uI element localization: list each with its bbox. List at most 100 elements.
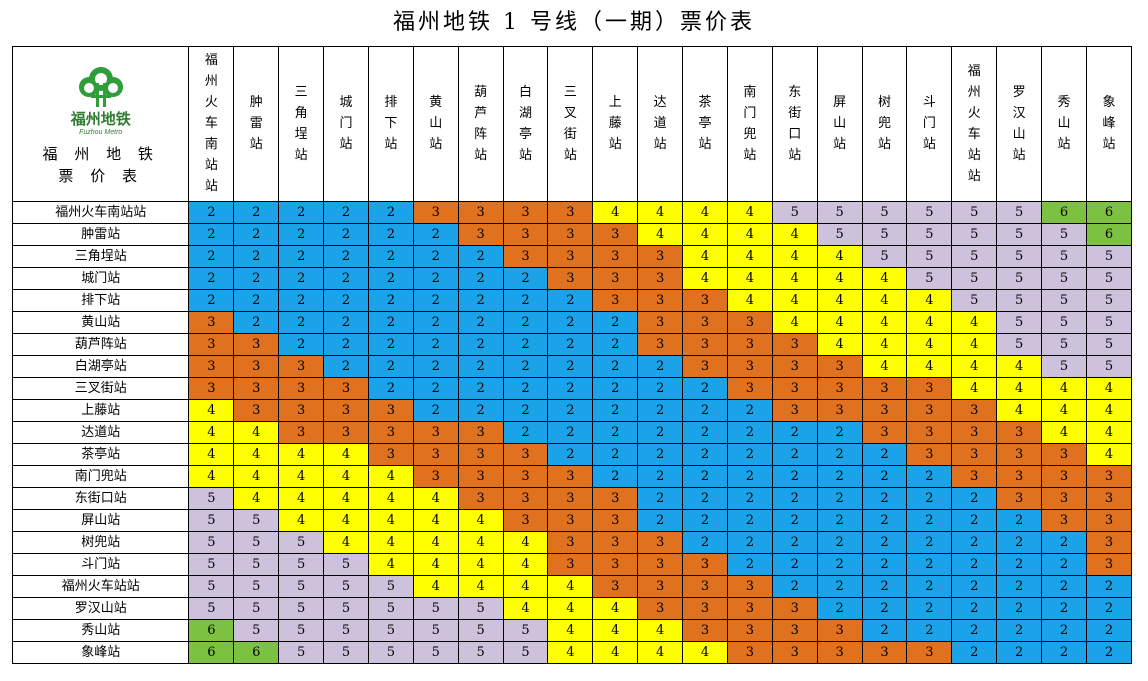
column-header-label: 秀山站 [1057,95,1071,152]
column-header: 秀山站 [1041,46,1087,202]
fare-cell: 3 [637,597,684,620]
fare-cell: 5 [188,487,235,510]
fare-cell: 4 [1085,421,1133,444]
fare-cell: 3 [592,553,639,576]
column-header-label: 黄山站 [429,95,443,152]
fare-cell: 3 [1085,553,1133,576]
fare-cell: 4 [682,245,728,268]
fare-cell: 2 [1041,619,1087,642]
fare-cell: 2 [637,509,684,532]
fare-cell: 5 [996,223,1043,246]
fare-cell: 2 [457,311,504,334]
fare-cell: 2 [1085,597,1133,620]
fare-cell: 2 [682,377,728,400]
fare-cell: 2 [188,223,235,246]
fare-cell: 2 [771,443,818,466]
fare-cell: 2 [188,289,235,312]
fare-cell: 3 [771,641,818,664]
column-header-label: 象峰站 [1102,95,1116,152]
fare-cell: 2 [323,245,369,268]
fare-cell: 2 [771,553,818,576]
fare-cell: 2 [457,245,504,268]
column-header: 三叉街站 [547,46,594,202]
fare-cell: 3 [188,311,235,334]
column-header-label: 东街口站 [788,84,802,163]
fare-cell: 4 [412,509,459,532]
fare-cell: 2 [233,223,280,246]
fare-cell: 5 [951,223,998,246]
fare-cell: 4 [323,465,369,488]
fare-cell: 2 [906,575,953,598]
fare-cell: 2 [233,311,280,334]
fare-cell: 2 [502,421,549,444]
fare-cell: 2 [233,201,280,224]
fare-cell: 2 [771,509,818,532]
fare-cell: 3 [457,201,504,224]
fare-cell: 5 [951,267,998,290]
fare-cell: 2 [412,245,459,268]
fare-cell: 4 [367,509,414,532]
fare-cell: 2 [592,311,639,334]
fare-cell: 3 [682,575,728,598]
fare-cell: 3 [367,421,414,444]
fare-cell: 2 [861,487,908,510]
fare-cell: 4 [726,223,773,246]
fare-cell: 3 [1041,509,1087,532]
fare-cell: 3 [906,399,953,422]
fare-cell: 4 [996,377,1043,400]
fare-cell: 2 [547,311,594,334]
fare-cell: 3 [637,289,684,312]
fare-cell: 5 [861,223,908,246]
fare-cell: 2 [1085,641,1133,664]
fare-cell: 4 [547,597,594,620]
fare-cell: 4 [188,399,235,422]
fare-cell: 2 [592,421,639,444]
fare-cell: 3 [457,421,504,444]
column-header: 罗汉山站 [996,46,1043,202]
table-row: 南门兜站 4 4 4 4 4 3 3 3 3 2 2 2 2 2 2 2 2 3 3 3 3 [11,465,1133,488]
fare-cell: 2 [771,421,818,444]
fare-cell: 2 [682,443,728,466]
fare-cell: 5 [1041,245,1087,268]
fare-cell: 2 [502,311,549,334]
fare-cell: 2 [233,245,280,268]
fare-cell: 2 [1085,619,1133,642]
row-header: 福州火车南站站 [11,201,190,224]
fare-cell: 4 [188,443,235,466]
fare-cell: 4 [726,267,773,290]
fare-cell: 2 [816,443,863,466]
fare-cell: 4 [323,487,369,510]
corner-title-line2: 票 价 表 [58,167,143,185]
fare-cell: 3 [547,267,594,290]
fare-cell: 2 [996,641,1043,664]
fare-cell: 4 [637,201,684,224]
fare-cell: 2 [1041,553,1087,576]
fare-cell: 3 [1085,465,1133,488]
table-row: 斗门站 5 5 5 5 4 4 4 4 3 3 3 3 2 2 2 2 2 2 2 2 3 [11,553,1133,576]
fare-cell: 5 [996,333,1043,356]
fare-cell: 4 [951,311,998,334]
fare-cell: 3 [188,377,235,400]
fare-cell: 3 [278,355,325,378]
fare-cell: 3 [996,465,1043,488]
fare-cell: 2 [816,465,863,488]
fare-cell: 3 [771,377,818,400]
fare-cell: 3 [502,443,549,466]
fare-cell: 5 [188,575,235,598]
fare-cell: 3 [771,619,818,642]
fare-cell: 5 [367,619,414,642]
fare-cell: 5 [188,509,235,532]
fare-cell: 2 [637,377,684,400]
fare-cell: 6 [1085,201,1133,224]
fare-cell: 3 [726,575,773,598]
fare-cell: 2 [323,333,369,356]
fare-cell: 3 [906,421,953,444]
fare-cell: 2 [188,201,235,224]
fare-cell: 4 [278,509,325,532]
fare-cell: 2 [323,355,369,378]
fare-cell: 2 [547,399,594,422]
fare-cell: 5 [996,289,1043,312]
fare-cell: 5 [861,201,908,224]
fare-cell: 5 [323,619,369,642]
fare-cell: 5 [1041,355,1087,378]
